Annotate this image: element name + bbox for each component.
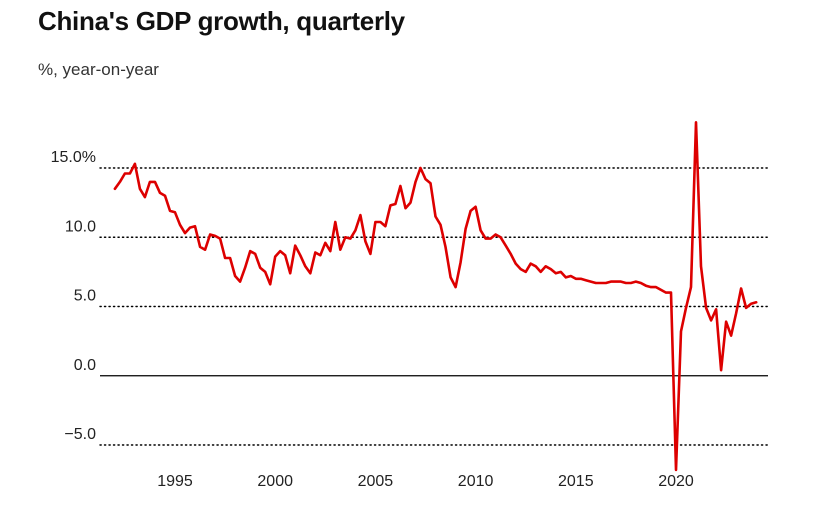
chart-title: China's GDP growth, quarterly xyxy=(38,6,405,36)
x-axis-labels: 1995 2000 2005 2010 2015 2020 xyxy=(157,473,694,490)
grid-lines xyxy=(99,167,769,446)
y-tick-label: 5.0 xyxy=(74,288,96,305)
y-tick-label: 10.0 xyxy=(65,218,96,235)
x-tick-label: 2020 xyxy=(658,473,694,490)
y-tick-label: −5.0 xyxy=(64,426,96,443)
gdp-growth-line xyxy=(113,121,758,472)
x-tick-label: 2015 xyxy=(558,473,594,490)
y-axis-labels: 15.0% 10.0 5.0 0.0 −5.0 xyxy=(51,149,96,443)
x-tick-label: 2000 xyxy=(257,473,293,490)
x-tick-label: 1995 xyxy=(157,473,193,490)
x-tick-label: 2010 xyxy=(458,473,494,490)
y-tick-label: 0.0 xyxy=(74,357,96,374)
chart-subtitle: %, year-on-year xyxy=(38,60,159,79)
y-tick-label: 15.0% xyxy=(51,149,96,166)
x-tick-label: 2005 xyxy=(358,473,394,490)
series-layer xyxy=(113,121,758,472)
